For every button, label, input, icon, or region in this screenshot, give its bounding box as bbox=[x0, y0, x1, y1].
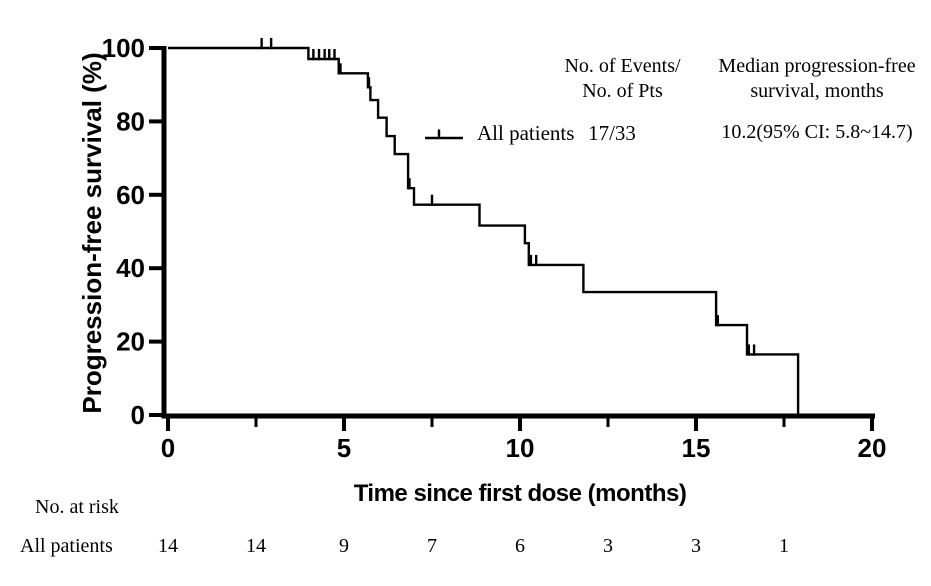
svg-text:100: 100 bbox=[102, 33, 145, 63]
y-axis-title: Progression-free survival (%) bbox=[77, 52, 107, 414]
svg-text:20: 20 bbox=[858, 433, 887, 463]
at-risk-value: 1 bbox=[779, 535, 789, 557]
at-risk-value: 9 bbox=[339, 535, 349, 557]
svg-text:60: 60 bbox=[116, 180, 145, 210]
at-risk-row-label: All patients bbox=[20, 535, 113, 557]
at-risk-value: 14 bbox=[158, 535, 178, 557]
svg-text:15: 15 bbox=[682, 433, 711, 463]
svg-text:0: 0 bbox=[131, 400, 145, 430]
at-risk-value: 14 bbox=[246, 535, 266, 557]
legend-events-value: 17/33 bbox=[588, 121, 636, 145]
legend-median-header: Median progression-free survival, months bbox=[718, 55, 916, 102]
at-risk-value: 3 bbox=[603, 535, 613, 557]
at-risk-title: No. at risk bbox=[35, 496, 119, 518]
x-axis-title: Time since first dose (months) bbox=[353, 480, 687, 507]
legend-events-header: No. of Events/ No. of Pts bbox=[564, 55, 681, 102]
svg-text:40: 40 bbox=[116, 253, 145, 283]
at-risk-value: 3 bbox=[691, 535, 701, 557]
at-risk-value: 6 bbox=[515, 535, 525, 557]
svg-text:20: 20 bbox=[116, 327, 145, 357]
svg-text:10: 10 bbox=[506, 433, 535, 463]
svg-text:80: 80 bbox=[116, 106, 145, 136]
svg-text:5: 5 bbox=[337, 433, 351, 463]
all-patients-curve-symbol bbox=[423, 127, 465, 150]
legend-median-value: 10.2(95% CI: 5.8~14.7) bbox=[721, 121, 913, 143]
svg-text:0: 0 bbox=[161, 433, 175, 463]
at-risk-value: 7 bbox=[427, 535, 437, 557]
legend-series-label: All patients bbox=[477, 121, 575, 145]
